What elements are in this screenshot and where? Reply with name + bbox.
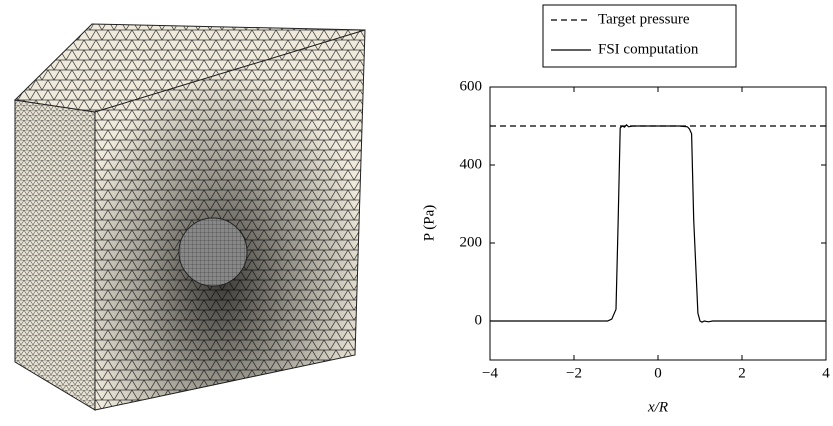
legend-label: Target pressure	[598, 11, 690, 27]
x-tick-label: 4	[822, 365, 830, 381]
y-tick-label: 400	[460, 156, 483, 172]
y-tick-label: 0	[475, 312, 483, 328]
x-axis-label: x/R	[647, 399, 668, 415]
y-axis-label: P (Pa)	[421, 205, 437, 242]
x-tick-label: −2	[566, 365, 582, 381]
x-tick-label: 0	[654, 365, 662, 381]
y-tick-label: 200	[460, 234, 483, 250]
legend-box	[542, 4, 737, 68]
x-tick-label: 2	[738, 365, 746, 381]
line-series	[490, 123, 826, 323]
x-tick-label: −4	[482, 365, 498, 381]
mesh-image	[13, 23, 366, 411]
legend-label: FSI computation	[598, 41, 699, 57]
y-tick-label: 600	[460, 78, 483, 94]
plot-frame	[489, 86, 827, 361]
